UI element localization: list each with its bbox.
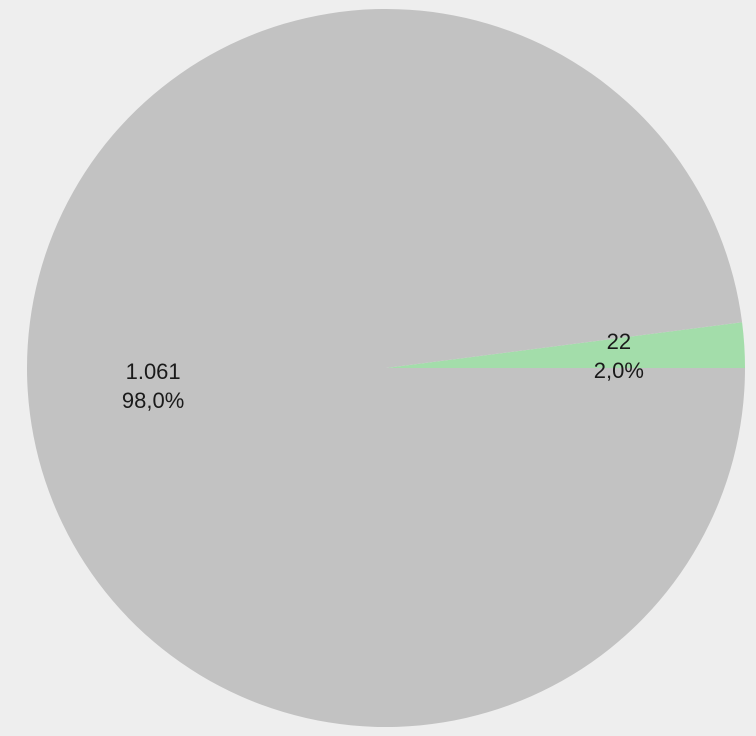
pie-slices bbox=[27, 9, 746, 728]
slice-percent-label-1: 98,0% bbox=[122, 388, 184, 413]
pie-slice-0 bbox=[386, 322, 745, 368]
slice-value-label-0: 22 bbox=[607, 329, 631, 354]
slice-value-label-1: 1.061 bbox=[126, 359, 181, 384]
pie-slice-1 bbox=[27, 9, 746, 728]
slice-percent-label-0: 2,0% bbox=[594, 358, 644, 383]
pie-labels: 22 2,0% 1.061 98,0% bbox=[122, 329, 644, 413]
